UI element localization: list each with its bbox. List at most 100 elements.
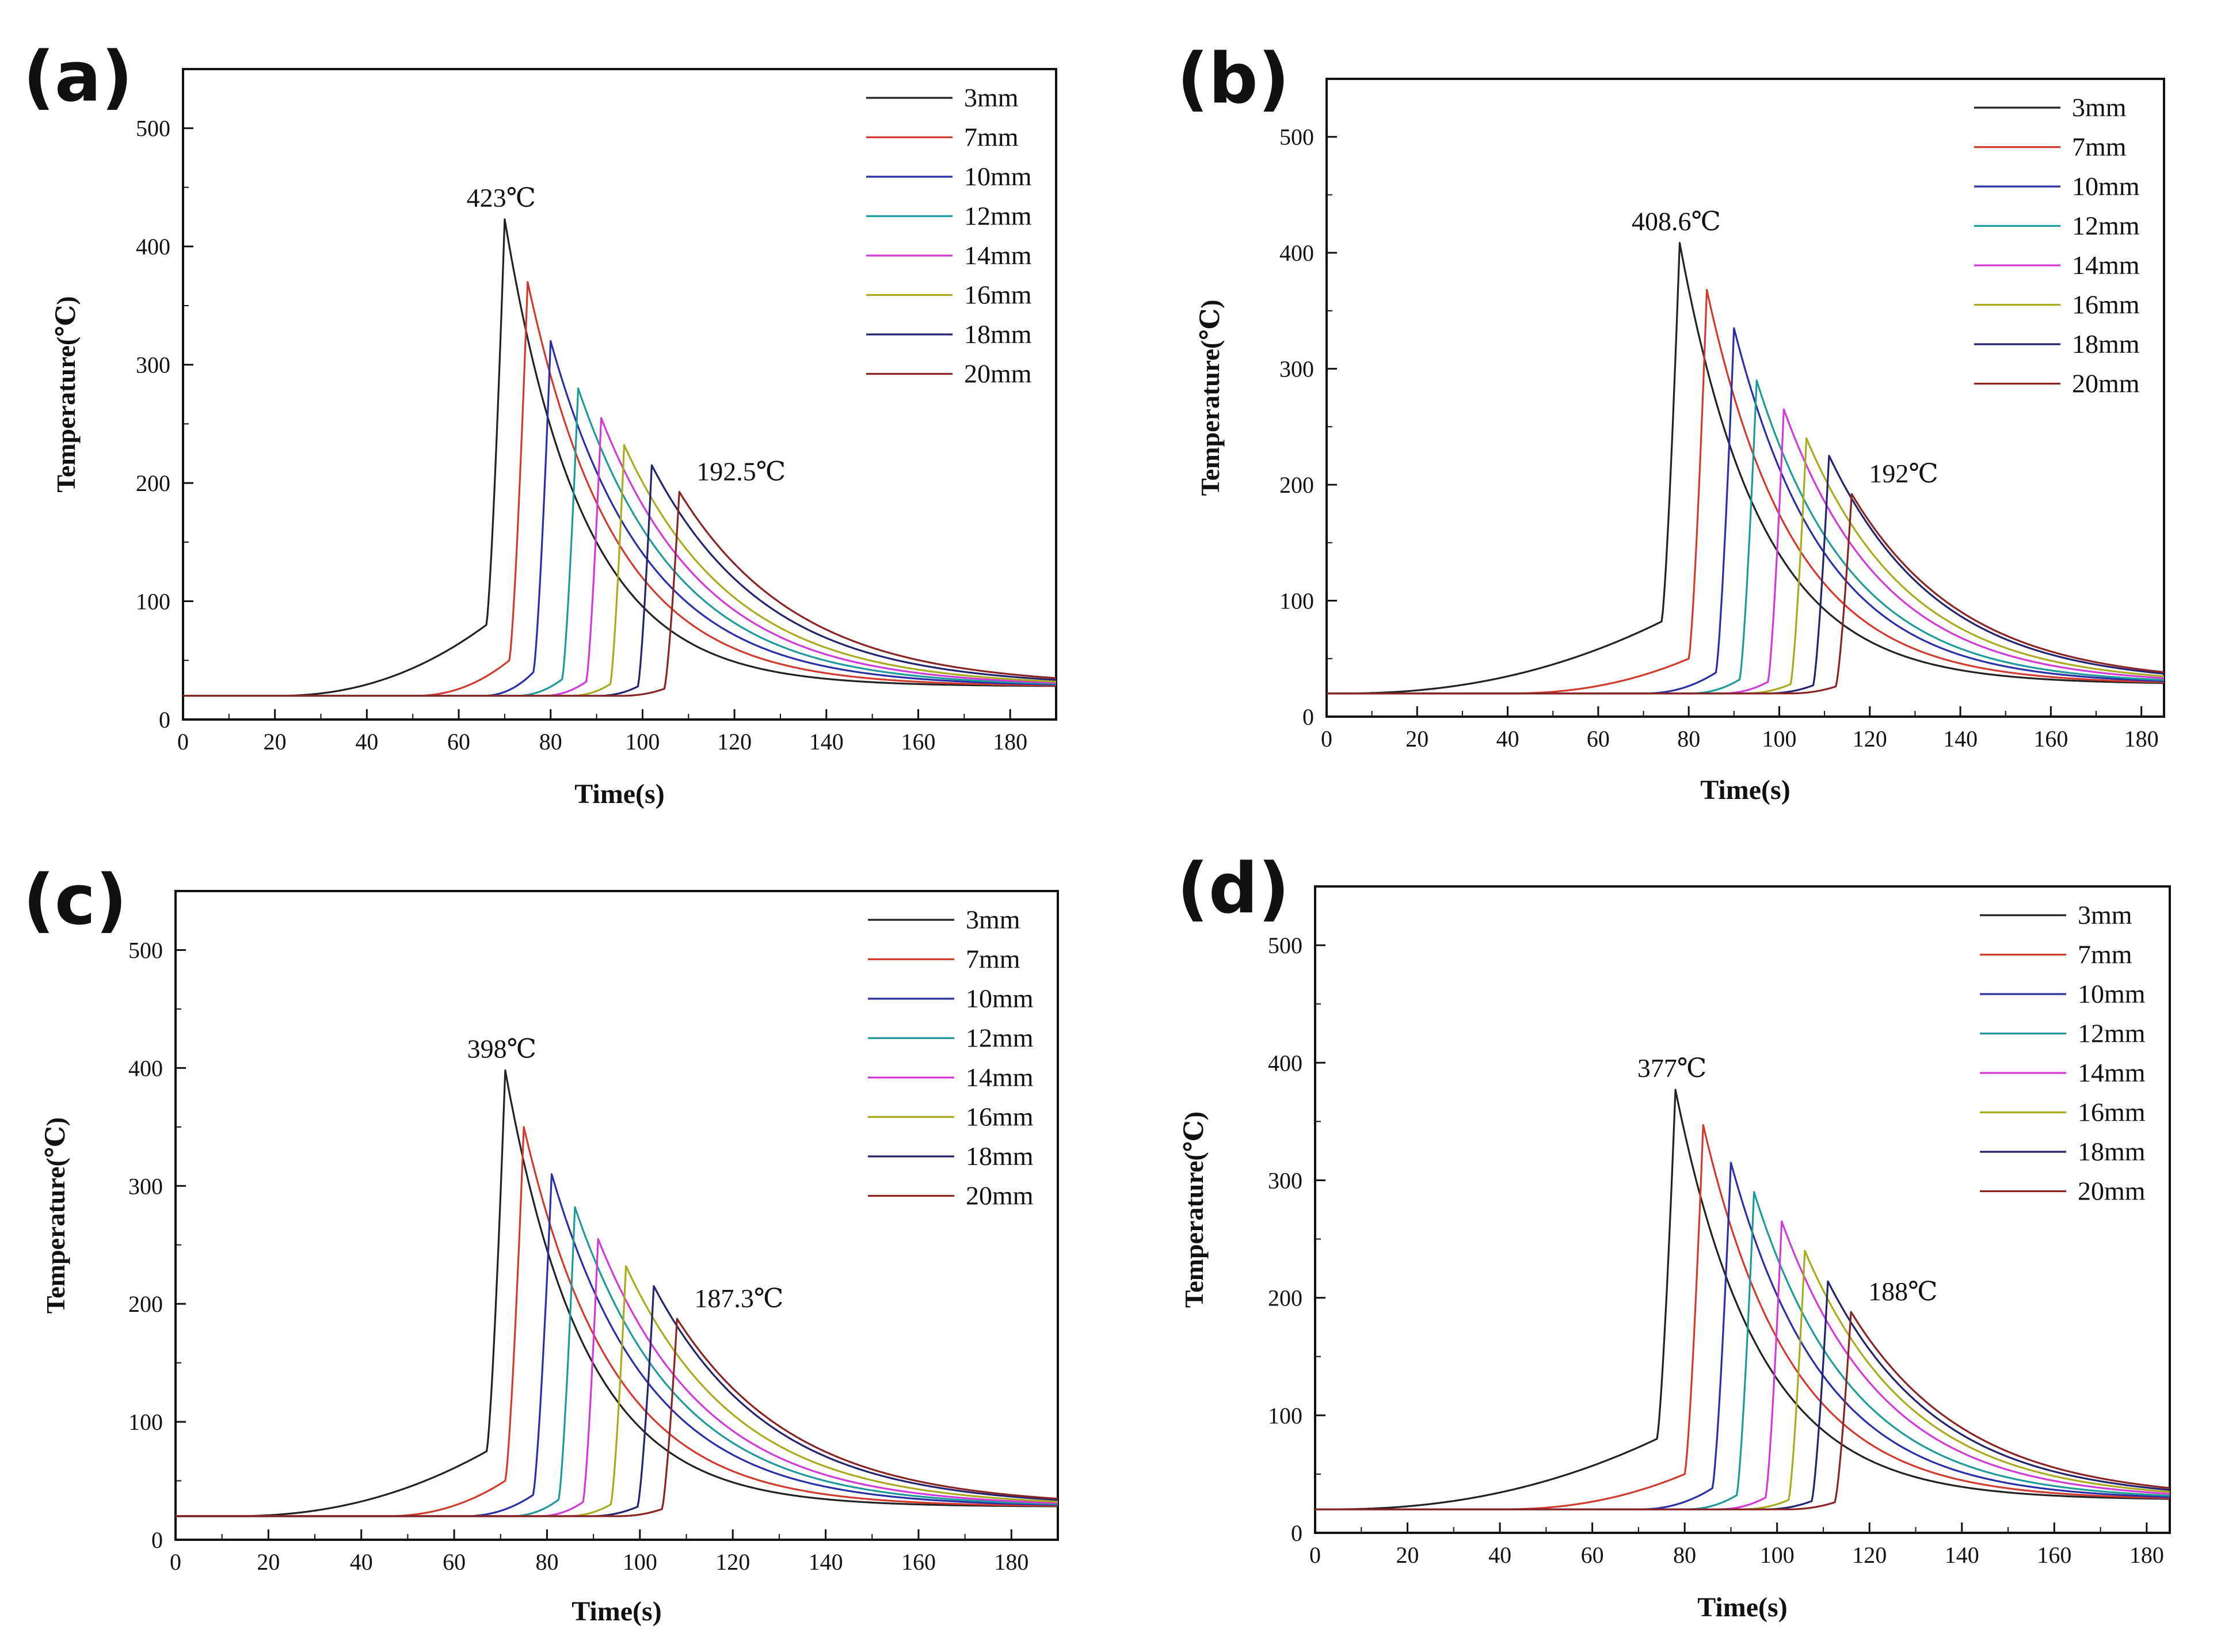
plot-frame xyxy=(1325,78,2165,718)
legend-label: 3mm xyxy=(2078,900,2132,930)
peak-annotation: 377℃ xyxy=(1637,1053,1706,1083)
y-tick-label: 400 xyxy=(136,234,170,260)
y-tick-label: 500 xyxy=(1268,932,1302,958)
series-line-12mm xyxy=(1315,1191,2170,1510)
x-tick-label: 40 xyxy=(355,729,378,755)
x-tick-label: 160 xyxy=(901,1549,936,1575)
legend-label: 7mm xyxy=(2078,940,2132,969)
x-tick-label: 100 xyxy=(1760,1542,1795,1568)
y-tick-label: 200 xyxy=(1279,472,1314,498)
legend-label: 16mm xyxy=(2078,1098,2146,1127)
legend-label: 16mm xyxy=(966,1102,1034,1132)
x-tick-label: 120 xyxy=(1853,726,1887,752)
y-axis-label: Temperature(℃) xyxy=(1195,299,1225,496)
legend-label: 10mm xyxy=(964,162,1032,191)
x-axis-label: Time(s) xyxy=(1697,1592,1787,1623)
y-tick-label: 500 xyxy=(1279,124,1314,150)
y-axis-label: Temperature(℃) xyxy=(51,296,81,492)
x-tick-label: 180 xyxy=(2129,1542,2164,1568)
x-tick-label: 40 xyxy=(1496,726,1519,752)
legend-label: 10mm xyxy=(966,984,1034,1013)
panel-d: (d) 0 100 200 300 400 500 0 20 40 60 80 100 120 140 160… xyxy=(1177,849,2171,1623)
series-group xyxy=(1327,242,2164,695)
legend-label: 18mm xyxy=(2072,329,2140,359)
x-tick-label: 160 xyxy=(2033,726,2068,752)
x-tick-label: 80 xyxy=(535,1549,558,1575)
series-line-12mm xyxy=(176,1206,1058,1517)
peak-annotation: 187.3℃ xyxy=(694,1284,783,1313)
legend-label: 3mm xyxy=(2072,93,2127,122)
x-tick-label: 0 xyxy=(1321,726,1332,752)
panel-label: (c) xyxy=(23,861,127,941)
y-tick-label: 0 xyxy=(159,707,170,733)
x-tick-label: 80 xyxy=(1677,726,1700,752)
legend-label: 7mm xyxy=(2072,132,2127,162)
legend-label: 14mm xyxy=(964,241,1032,270)
x-tick-label: 40 xyxy=(1488,1542,1511,1568)
x-tick-label: 0 xyxy=(1309,1542,1321,1568)
series-line-3mm xyxy=(176,1069,1058,1517)
series-line-7mm xyxy=(176,1126,1058,1517)
x-tick-label: 140 xyxy=(809,1549,843,1575)
series-line-16mm xyxy=(1327,437,2164,695)
y-tick-label: 100 xyxy=(1268,1403,1302,1429)
y-tick-label: 400 xyxy=(1279,240,1314,266)
legend-label: 14mm xyxy=(2078,1058,2146,1087)
series-line-14mm xyxy=(176,1238,1058,1517)
panel-c: (c) 0 100 200 300 400 500 0 20 40 60 80 100 120 140 160… xyxy=(23,861,1059,1627)
series-line-20mm xyxy=(1315,1311,2170,1510)
y-tick-label: 500 xyxy=(136,116,170,142)
x-tick-label: 100 xyxy=(1762,726,1796,752)
x-axis-label: Time(s) xyxy=(572,1596,661,1627)
series-line-3mm xyxy=(1315,1088,2170,1510)
x-tick-label: 100 xyxy=(623,1549,657,1575)
y-axis-label: Temperature(℃) xyxy=(1179,1112,1209,1308)
series-line-10mm xyxy=(176,1173,1058,1517)
legend-label: 16mm xyxy=(2072,290,2140,319)
legend-label: 12mm xyxy=(964,201,1032,231)
x-tick-label: 60 xyxy=(447,729,470,755)
x-tick-label: 180 xyxy=(993,729,1027,755)
legend-label: 14mm xyxy=(2072,250,2140,280)
y-tick-label: 200 xyxy=(136,470,170,496)
panel-label: (d) xyxy=(1177,849,1290,929)
x-axis-label: Time(s) xyxy=(1700,775,1790,805)
legend-label: 7mm xyxy=(964,123,1019,152)
x-tick-label: 60 xyxy=(443,1549,466,1575)
panel-b: (b) 0 100 200 300 400 500 0 20 40 60 80 100 120 140 160… xyxy=(1177,39,2165,805)
series-line-10mm xyxy=(1315,1162,2170,1510)
x-tick-label: 120 xyxy=(1852,1542,1887,1568)
legend-label: 18mm xyxy=(2078,1137,2146,1166)
x-tick-label: 20 xyxy=(1405,726,1428,752)
series-line-7mm xyxy=(1327,289,2164,695)
legend-label: 20mm xyxy=(2072,369,2140,398)
x-tick-label: 80 xyxy=(539,729,562,755)
y-tick-label: 0 xyxy=(151,1527,163,1553)
series-group xyxy=(176,1069,1058,1517)
x-tick-label: 140 xyxy=(1943,726,1978,752)
plot-frame xyxy=(174,890,1059,1541)
series-line-14mm xyxy=(1315,1220,2170,1510)
legend-label: 10mm xyxy=(2078,979,2146,1008)
y-tick-label: 100 xyxy=(128,1409,163,1435)
legend-label: 10mm xyxy=(2072,172,2140,201)
x-tick-label: 20 xyxy=(1396,1542,1419,1568)
panel-a: (a) 0 100 200 300 400 500 0 20 40 60 80 100 120 140 160… xyxy=(23,37,1057,809)
legend-label: 12mm xyxy=(2078,1019,2146,1048)
x-tick-label: 0 xyxy=(170,1549,181,1575)
legend-label: 3mm xyxy=(964,83,1019,112)
x-tick-label: 0 xyxy=(177,729,189,755)
legend-label: 18mm xyxy=(964,319,1032,349)
y-tick-label: 300 xyxy=(1279,356,1314,382)
x-tick-label: 180 xyxy=(994,1549,1028,1575)
series-line-16mm xyxy=(1315,1250,2170,1510)
x-tick-label: 20 xyxy=(264,729,287,755)
x-tick-label: 100 xyxy=(625,729,660,755)
x-tick-label: 80 xyxy=(1673,1542,1696,1568)
series-line-16mm xyxy=(183,444,1056,697)
series-line-3mm xyxy=(183,218,1056,697)
peak-annotation: 398℃ xyxy=(467,1034,536,1063)
x-tick-label: 20 xyxy=(257,1549,280,1575)
x-tick-label: 60 xyxy=(1587,726,1610,752)
